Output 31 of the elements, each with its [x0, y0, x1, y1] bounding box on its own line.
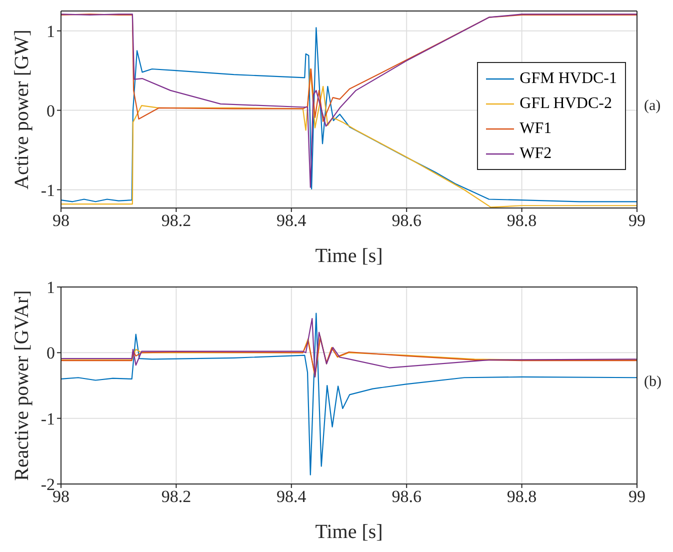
- x-tick-label: 98.4: [276, 211, 307, 230]
- y-tick-label: 1: [46, 278, 55, 298]
- y-axis-title: Active power [GW]: [11, 30, 33, 190]
- text: (a): [644, 98, 661, 115]
- line-series: [61, 312, 637, 476]
- y-axis-title: Reactive power [GVAr]: [11, 290, 33, 481]
- x-tick-label: 98.2: [161, 211, 192, 230]
- x-tick-label: 98.2: [161, 487, 192, 506]
- x-tick-label: 99: [628, 211, 646, 230]
- y-tick-label: -1: [40, 180, 55, 200]
- x-tick-label: 99: [628, 487, 646, 506]
- legend-label: WF2: [520, 144, 552, 164]
- y-tick-label: 1: [46, 22, 55, 41]
- x-tick-label: 98.6: [392, 487, 422, 506]
- x-tick-label: 98: [52, 211, 70, 230]
- x-tick-label: 98.4: [276, 487, 307, 506]
- x-tick-label: 98: [52, 487, 70, 506]
- y-tick-label: -1: [40, 409, 55, 428]
- legend-label: GFM HVDC-1: [520, 69, 617, 89]
- x-tick-label: 98.6: [392, 211, 422, 230]
- line-series: [61, 14, 637, 122]
- y-tick-label: 0: [46, 101, 55, 120]
- line-series: [61, 318, 637, 378]
- x-axis-title: Time [s]: [315, 521, 383, 543]
- text: (b): [644, 374, 662, 391]
- y-tick-label: 0: [46, 344, 55, 363]
- legend-label: GFL HVDC-2: [520, 94, 612, 114]
- x-tick-label: 98.8: [506, 487, 537, 506]
- x-tick-label: 98.8: [506, 211, 537, 230]
- legend-label: WF1: [520, 119, 552, 139]
- x-axis-title: Time [s]: [315, 245, 383, 267]
